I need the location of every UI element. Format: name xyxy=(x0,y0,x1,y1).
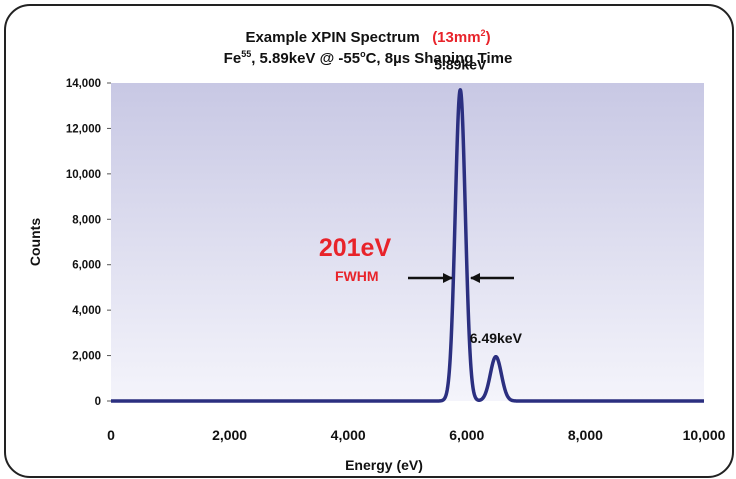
y-tick-label: 12,000 xyxy=(66,123,101,135)
y-axis-ticks: 0 2,000 4,000 6,000 8,000 10,000 12,000 14,000 xyxy=(66,78,111,408)
title-area: (13mm2) xyxy=(432,28,491,46)
x-tick-label: 4,000 xyxy=(331,427,366,443)
chart-title: Example XPIN Spectrum (13mm2) xyxy=(0,28,736,46)
y-tick-label: 2,000 xyxy=(72,351,101,363)
x-tick-label: 0 xyxy=(107,427,115,443)
y-tick-label: 8,000 xyxy=(72,214,101,226)
plot-area xyxy=(111,83,704,401)
y-tick-label: 0 xyxy=(95,396,101,408)
peak-annotations: 5.89keV 6.49keV xyxy=(434,56,522,346)
x-axis-label: Energy (eV) xyxy=(345,457,423,473)
x-tick-label: 6,000 xyxy=(449,427,484,443)
peak-label: 6.49keV xyxy=(470,330,523,346)
y-axis-label: Counts xyxy=(27,218,43,266)
x-tick-label: 10,000 xyxy=(683,427,726,443)
chart-subtitle: Fe55, 5.89keV @ -55oC, 8µs Shaping Time xyxy=(223,49,513,67)
x-tick-label: 8,000 xyxy=(568,427,603,443)
y-tick-label: 10,000 xyxy=(66,169,101,181)
x-axis-ticks: 0 2,000 4,000 6,000 8,000 10,000 xyxy=(107,427,726,443)
title-main: Example XPIN Spectrum xyxy=(245,29,420,46)
x-tick-label: 2,000 xyxy=(212,427,247,443)
y-tick-label: 4,000 xyxy=(72,305,101,317)
fwhm-value: 201eV xyxy=(319,234,392,262)
y-tick-label: 6,000 xyxy=(72,260,101,272)
fwhm-label: FWHM xyxy=(335,268,379,284)
peak-label: 5.89keV xyxy=(434,56,487,72)
y-tick-label: 14,000 xyxy=(66,78,101,90)
spectrum-line xyxy=(109,88,706,403)
